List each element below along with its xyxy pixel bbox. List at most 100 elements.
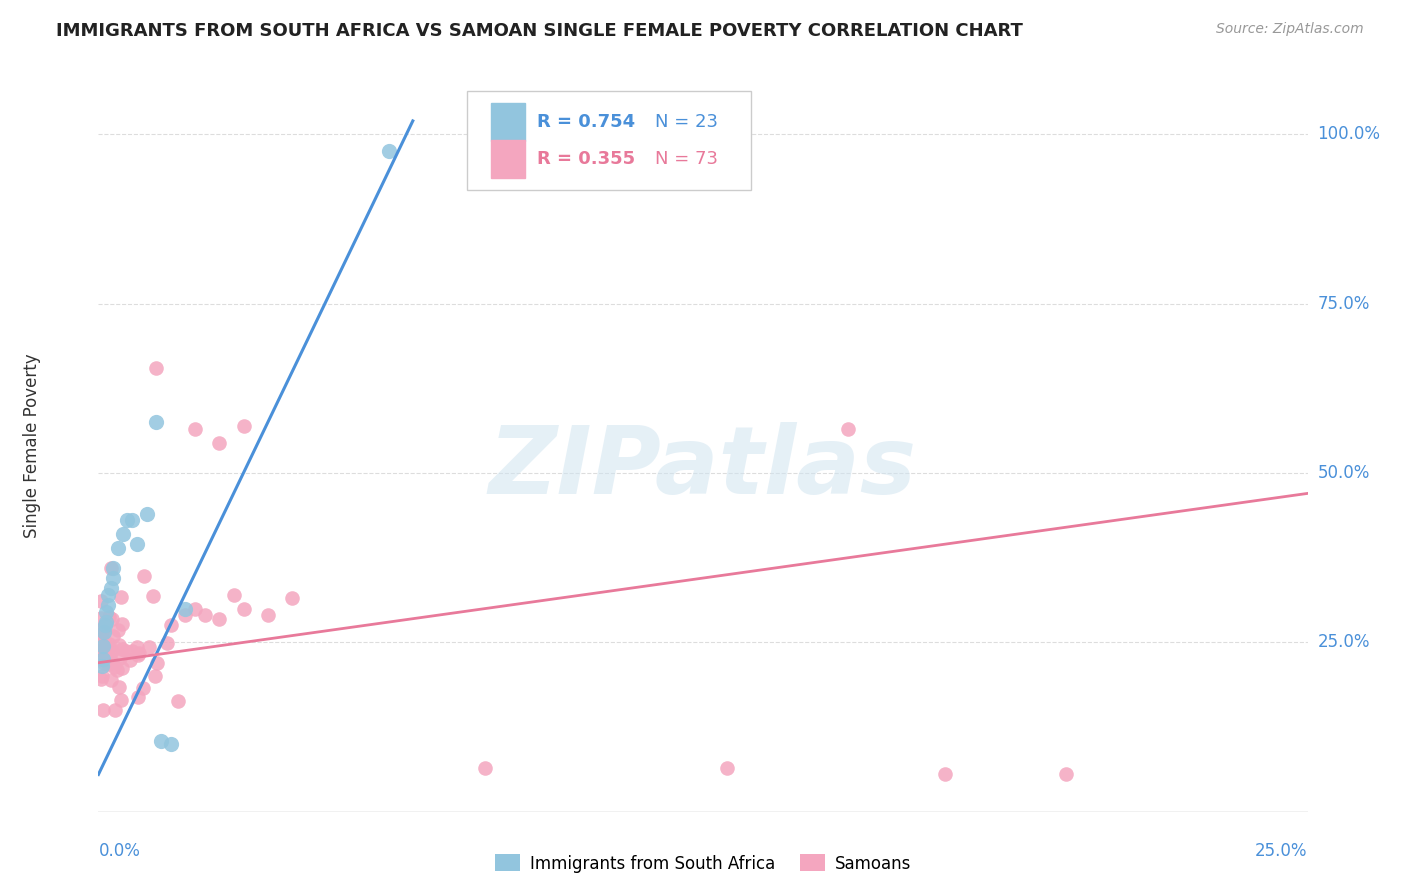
Point: [100, 646, 122, 660]
Point: [107, 623, 129, 637]
Point: [90, 673, 112, 687]
Point: [184, 422, 207, 436]
Text: N = 23: N = 23: [655, 113, 717, 131]
Point: [97, 609, 120, 624]
Bar: [492, 139, 526, 178]
Point: [90, 594, 112, 608]
Point: [103, 659, 125, 673]
Point: [91, 703, 114, 717]
Point: [93, 625, 115, 640]
Point: [160, 618, 183, 632]
Point: [100, 581, 122, 595]
Point: [91, 639, 114, 653]
Point: [96, 646, 118, 660]
Point: [1054, 767, 1077, 781]
Text: R = 0.355: R = 0.355: [537, 150, 636, 168]
Point: [142, 590, 165, 604]
Point: [110, 692, 132, 706]
Point: [138, 640, 160, 654]
Point: [281, 591, 304, 606]
Point: [118, 653, 141, 667]
FancyBboxPatch shape: [467, 91, 751, 190]
Point: [94, 618, 117, 632]
Point: [104, 703, 127, 717]
Point: [101, 629, 124, 643]
Point: [91, 668, 114, 682]
Point: [90, 627, 112, 641]
Point: [90, 611, 112, 625]
Text: ZIPatlas: ZIPatlas: [489, 422, 917, 514]
Point: [208, 612, 231, 626]
Point: [97, 598, 120, 612]
Point: [90, 646, 112, 660]
Point: [90, 643, 112, 657]
Point: [100, 656, 122, 670]
Point: [111, 661, 134, 675]
Point: [131, 681, 153, 695]
Point: [100, 612, 122, 626]
Point: [121, 644, 143, 658]
Text: 25.0%: 25.0%: [1256, 842, 1308, 860]
Point: [232, 601, 254, 615]
Point: [93, 620, 115, 634]
Point: [166, 694, 188, 708]
Legend: Immigrants from South Africa, Samoans: Immigrants from South Africa, Samoans: [488, 847, 918, 880]
Point: [135, 507, 157, 521]
Text: IMMIGRANTS FROM SOUTH AFRICA VS SAMOAN SINGLE FEMALE POVERTY CORRELATION CHART: IMMIGRANTS FROM SOUTH AFRICA VS SAMOAN S…: [56, 22, 1024, 40]
Point: [91, 652, 114, 666]
Point: [174, 601, 197, 615]
Point: [232, 418, 254, 433]
Point: [100, 561, 122, 575]
Point: [115, 644, 138, 658]
Bar: [492, 103, 526, 141]
Point: [145, 361, 167, 376]
Point: [93, 657, 115, 671]
Text: 100.0%: 100.0%: [1317, 126, 1381, 144]
Text: N = 73: N = 73: [655, 150, 717, 168]
Point: [97, 588, 120, 602]
Point: [121, 514, 143, 528]
Point: [97, 657, 120, 671]
Point: [934, 767, 956, 781]
Point: [91, 629, 114, 643]
Point: [101, 561, 124, 575]
Point: [194, 608, 217, 623]
Point: [98, 637, 121, 651]
Point: [100, 673, 122, 687]
Point: [100, 643, 122, 657]
Point: [128, 646, 150, 660]
Point: [184, 601, 207, 615]
Point: [377, 145, 399, 159]
Point: [91, 659, 114, 673]
Point: [111, 641, 134, 656]
Point: [145, 657, 167, 671]
Point: [837, 422, 859, 436]
Point: [145, 415, 167, 429]
Point: [90, 624, 112, 639]
Point: [127, 537, 149, 551]
Text: 50.0%: 50.0%: [1317, 464, 1369, 482]
Point: [474, 761, 496, 775]
Point: [111, 616, 134, 631]
Point: [105, 664, 128, 678]
Point: [127, 648, 149, 662]
Point: [117, 514, 139, 528]
Point: [134, 568, 156, 582]
Point: [125, 640, 148, 654]
Point: [716, 761, 738, 775]
Point: [96, 639, 118, 653]
Text: Single Female Poverty: Single Female Poverty: [22, 354, 41, 538]
Point: [222, 588, 245, 602]
Point: [107, 680, 129, 694]
Point: [91, 623, 114, 637]
Point: [143, 669, 166, 683]
Point: [108, 651, 131, 665]
Point: [156, 636, 179, 650]
Point: [111, 527, 134, 541]
Point: [256, 608, 278, 623]
Point: [107, 638, 129, 652]
Point: [110, 591, 132, 605]
Point: [208, 435, 231, 450]
Point: [107, 541, 129, 555]
Point: [150, 733, 173, 747]
